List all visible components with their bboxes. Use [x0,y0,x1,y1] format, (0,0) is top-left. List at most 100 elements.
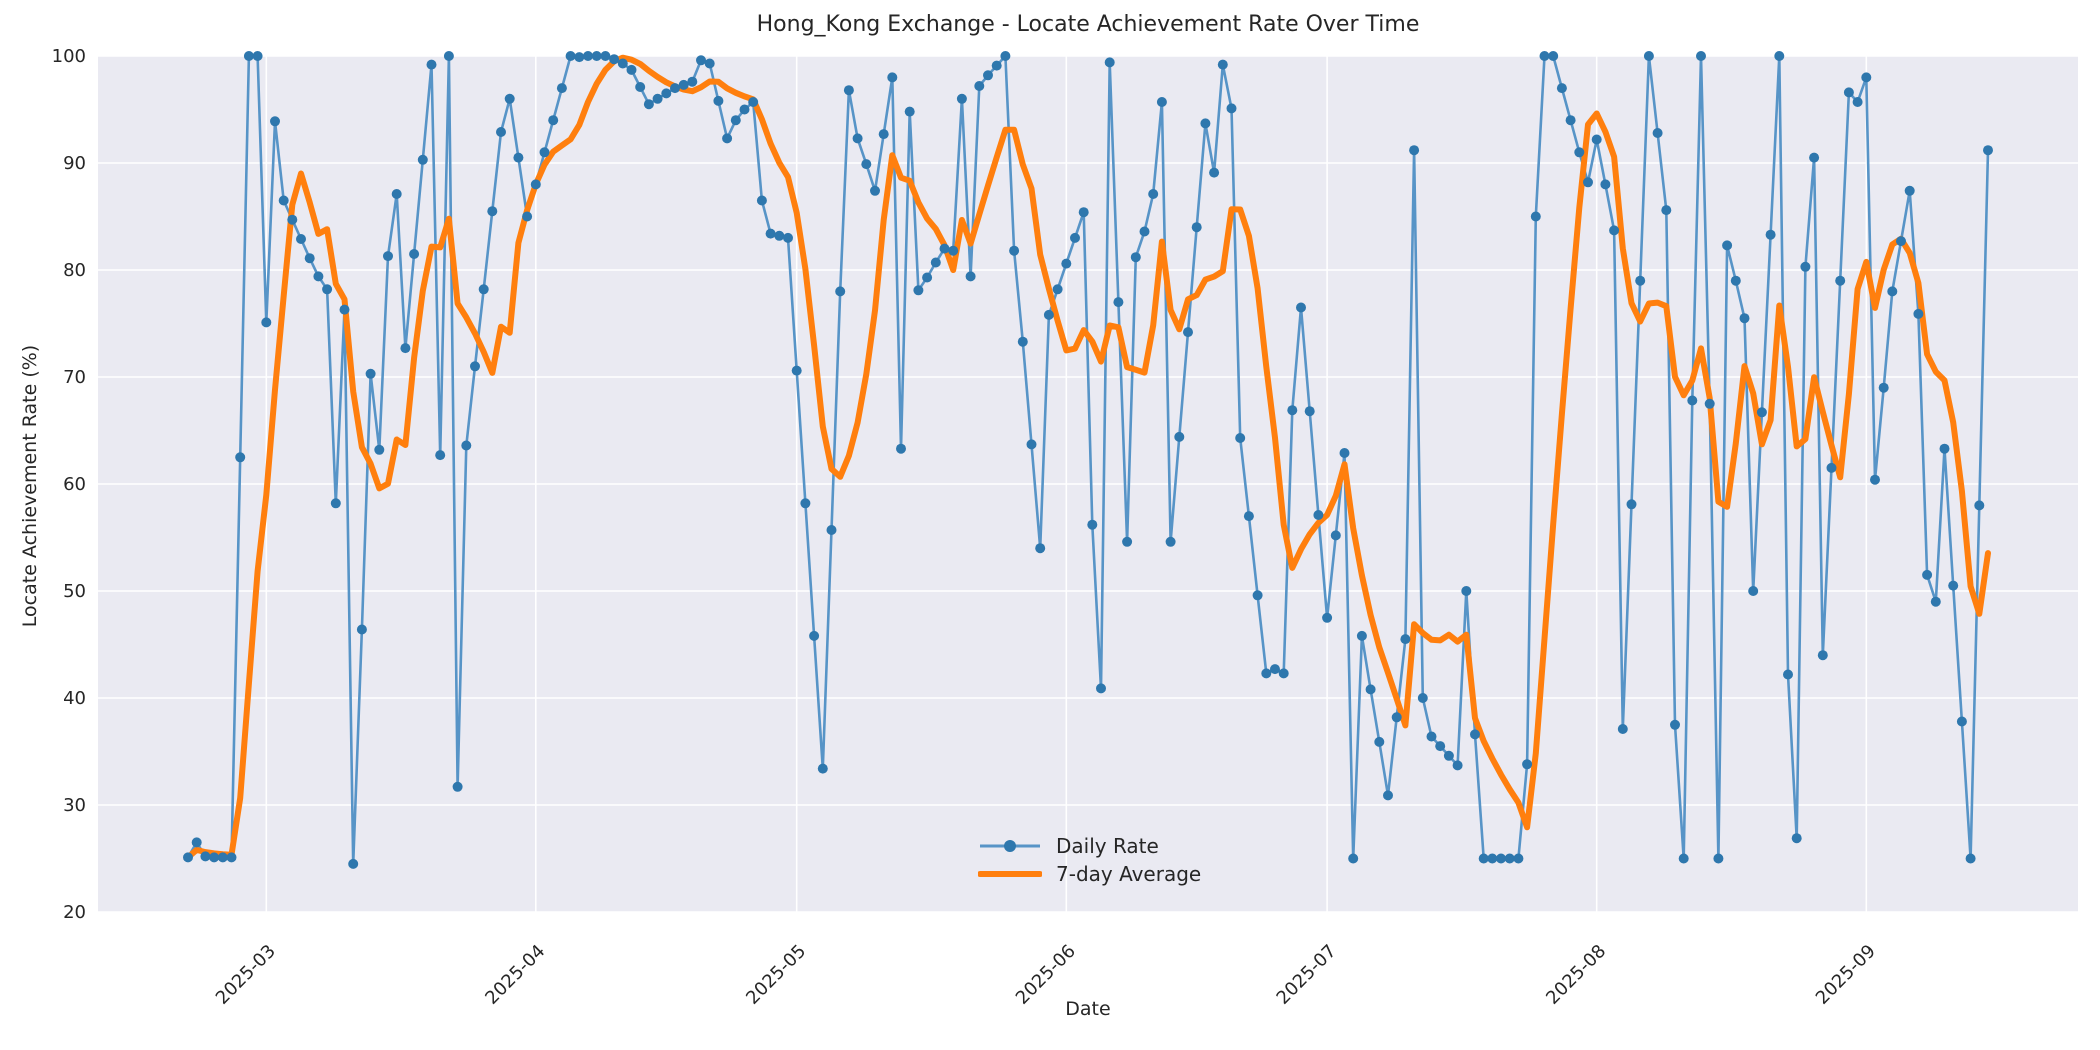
daily-rate-point [1661,205,1672,216]
daily-rate-point [1878,382,1889,393]
daily-rate-point [835,286,846,297]
7day-average-legend-marker-icon [978,871,1042,877]
daily-rate-point [1278,668,1289,679]
daily-rate-point [1296,302,1306,313]
daily-rate-point [470,361,480,372]
daily-rate-point [591,51,602,61]
daily-rate-point [1635,275,1646,286]
daily-rate-point [1313,510,1324,520]
daily-rate-point [391,189,402,199]
daily-rate-point [774,230,785,241]
daily-rate-point [1330,530,1341,541]
chart-title: Hong_Kong Exchange - Locate Achievement … [756,12,1420,37]
daily-rate-point [1096,683,1106,694]
daily-rate-point [1270,664,1280,675]
daily-rate-point [913,285,924,296]
daily-rate-point [1730,275,1741,286]
daily-rate-point [1417,693,1428,703]
daily-rate-point [826,525,837,535]
daily-rate-point [1591,134,1602,145]
daily-rate-point [513,152,524,163]
daily-rate-point [1435,741,1446,752]
daily-rate-point [1217,59,1228,70]
daily-rate-point [983,70,993,81]
daily-rate-point [1809,152,1820,163]
daily-rate-point [1617,724,1628,734]
daily-rate-point [243,51,254,61]
daily-rate-point [1626,499,1637,510]
daily-rate-point [478,284,489,295]
daily-rate-point [1600,179,1611,190]
daily-rate-point [635,82,646,92]
daily-rate-point [730,115,741,126]
daily-rate-point [1913,308,1924,319]
daily-rate-point [1130,252,1141,263]
daily-rate-point [1765,229,1776,240]
daily-rate-point [1756,407,1767,418]
daily-rate-point [713,95,724,106]
daily-rate-legend-marker-icon [980,840,1040,852]
daily-rate-point [843,85,854,96]
daily-rate-point [1156,97,1167,107]
daily-rate-point [739,104,750,115]
daily-rate-point [287,214,298,225]
daily-rate-point [417,154,428,165]
daily-rate-point [583,51,593,61]
daily-rate-point [1000,51,1011,61]
daily-rate-point [1835,275,1846,286]
daily-rate-point [1383,790,1393,801]
daily-rate-point [1609,225,1620,236]
daily-rate-point [487,206,498,217]
daily-rate-point [1391,712,1402,723]
daily-rate-point [1287,405,1298,416]
x-axis-label: Date [1065,998,1111,1020]
daily-rate-point [878,129,889,140]
daily-rate-point [1061,258,1072,269]
daily-rate-point [661,88,672,99]
daily-rate-point [939,243,950,254]
daily-rate-point [922,272,933,283]
daily-rate-point [1556,83,1567,94]
daily-rate-point [904,106,915,117]
daily-rate-point [1965,853,1976,864]
daily-rate-point [1643,51,1654,61]
daily-rate-point [1348,853,1359,864]
daily-rate-point [435,450,446,461]
daily-rate-point [1113,297,1124,308]
daily-rate-point [1339,448,1350,458]
daily-rate-point [1974,500,1985,511]
daily-rate-point [1104,57,1115,68]
daily-rate-point [1148,189,1159,199]
daily-rate-point [1861,72,1872,83]
daily-rate-point [1139,226,1150,237]
daily-rate-point [1122,536,1133,547]
daily-rate-point [1174,431,1185,442]
daily-rate-point [756,195,767,206]
daily-rate-point [791,365,802,376]
y-tick-label-40: 40 [63,688,86,709]
daily-rate-point [1452,760,1463,771]
daily-rate-point [348,858,359,869]
daily-rate-point [1652,128,1663,138]
daily-rate-point [496,127,506,137]
daily-rate-point [504,93,515,104]
y-tick-label-80: 80 [63,260,86,281]
y-tick-label-20: 20 [63,902,86,923]
daily-rate-point [1791,833,1802,844]
daily-rate-point [1670,719,1680,730]
daily-rate-point [1948,580,1959,591]
daily-rate-point [1374,736,1385,747]
daily-rate-point [1409,145,1420,156]
daily-rate-point [304,253,315,264]
daily-rate-point [443,51,454,61]
daily-rate-point [1052,284,1063,295]
daily-rate-point [400,343,411,354]
daily-rate-point [356,624,367,635]
daily-rate-point [183,852,193,863]
daily-rate-point [330,498,341,509]
daily-rate-point [1565,115,1576,126]
daily-rate-point [1548,51,1559,61]
daily-rate-point [1983,145,1993,156]
